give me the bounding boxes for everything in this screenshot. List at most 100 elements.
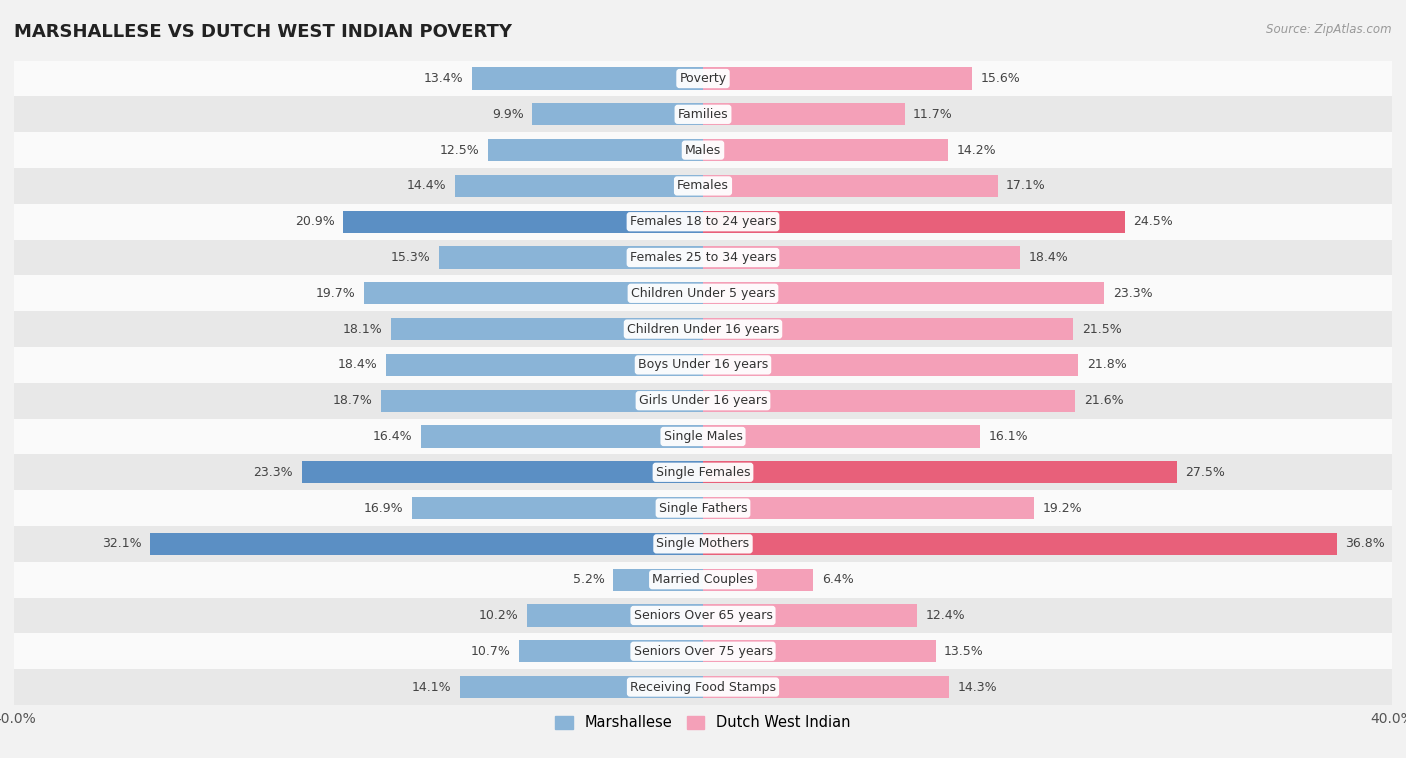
Bar [703, 533, 1337, 555]
Bar [14, 490, 1392, 526]
Text: 14.2%: 14.2% [956, 143, 995, 157]
Bar [440, 246, 703, 268]
Bar [14, 418, 1392, 454]
Bar [14, 168, 1392, 204]
Bar [533, 103, 703, 125]
Text: Females: Females [678, 180, 728, 193]
Bar [14, 669, 1392, 705]
Bar [14, 61, 1392, 96]
Text: 13.5%: 13.5% [945, 645, 984, 658]
Bar [391, 318, 703, 340]
Bar [703, 604, 917, 627]
Text: Seniors Over 65 years: Seniors Over 65 years [634, 609, 772, 622]
Text: Married Couples: Married Couples [652, 573, 754, 586]
Text: Children Under 5 years: Children Under 5 years [631, 287, 775, 300]
Text: Seniors Over 75 years: Seniors Over 75 years [634, 645, 772, 658]
Bar [14, 347, 1392, 383]
Bar [703, 390, 1076, 412]
Bar [703, 497, 1033, 519]
Text: 18.4%: 18.4% [1029, 251, 1069, 264]
Text: Single Females: Single Females [655, 465, 751, 479]
Text: 20.9%: 20.9% [295, 215, 335, 228]
Text: 23.3%: 23.3% [253, 465, 292, 479]
Bar [456, 175, 703, 197]
Text: 6.4%: 6.4% [823, 573, 853, 586]
Bar [703, 568, 813, 590]
Bar [703, 318, 1073, 340]
Text: Girls Under 16 years: Girls Under 16 years [638, 394, 768, 407]
Text: Poverty: Poverty [679, 72, 727, 85]
Text: 14.4%: 14.4% [406, 180, 446, 193]
Bar [14, 132, 1392, 168]
Bar [14, 383, 1392, 418]
Text: 21.5%: 21.5% [1083, 323, 1122, 336]
Text: 17.1%: 17.1% [1007, 180, 1046, 193]
Text: 18.1%: 18.1% [343, 323, 382, 336]
Text: 12.5%: 12.5% [439, 143, 479, 157]
Text: Single Fathers: Single Fathers [659, 502, 747, 515]
Text: 16.4%: 16.4% [373, 430, 412, 443]
Text: 16.1%: 16.1% [988, 430, 1029, 443]
Text: 18.7%: 18.7% [332, 394, 373, 407]
Bar [14, 526, 1392, 562]
Bar [519, 641, 703, 662]
Bar [14, 454, 1392, 490]
Text: 21.6%: 21.6% [1084, 394, 1123, 407]
Bar [703, 246, 1019, 268]
Text: 15.3%: 15.3% [391, 251, 430, 264]
Bar [703, 676, 949, 698]
Bar [613, 568, 703, 590]
Bar [387, 354, 703, 376]
Bar [14, 96, 1392, 132]
Bar [703, 354, 1078, 376]
Text: 19.2%: 19.2% [1042, 502, 1083, 515]
Text: Boys Under 16 years: Boys Under 16 years [638, 359, 768, 371]
Bar [703, 175, 997, 197]
Text: Females 18 to 24 years: Females 18 to 24 years [630, 215, 776, 228]
Bar [472, 67, 703, 89]
Bar [14, 275, 1392, 312]
Text: Families: Families [678, 108, 728, 121]
Text: Single Mothers: Single Mothers [657, 537, 749, 550]
Text: 10.2%: 10.2% [479, 609, 519, 622]
Text: 15.6%: 15.6% [980, 72, 1019, 85]
Bar [460, 676, 703, 698]
Bar [527, 604, 703, 627]
Bar [703, 461, 1177, 484]
Bar [14, 312, 1392, 347]
Text: 13.4%: 13.4% [425, 72, 464, 85]
Text: 21.8%: 21.8% [1087, 359, 1126, 371]
Bar [703, 425, 980, 447]
Text: 32.1%: 32.1% [101, 537, 142, 550]
Bar [420, 425, 703, 447]
Bar [703, 282, 1104, 305]
Text: 19.7%: 19.7% [315, 287, 356, 300]
Bar [412, 497, 703, 519]
Bar [488, 139, 703, 161]
Bar [703, 67, 972, 89]
Bar [14, 634, 1392, 669]
Text: 24.5%: 24.5% [1133, 215, 1174, 228]
Legend: Marshallese, Dutch West Indian: Marshallese, Dutch West Indian [550, 709, 856, 736]
Bar [14, 204, 1392, 240]
Text: 14.1%: 14.1% [412, 681, 451, 694]
Text: Children Under 16 years: Children Under 16 years [627, 323, 779, 336]
Bar [14, 562, 1392, 597]
Text: Single Males: Single Males [664, 430, 742, 443]
Text: 16.9%: 16.9% [364, 502, 404, 515]
Bar [150, 533, 703, 555]
Bar [14, 597, 1392, 634]
Bar [381, 390, 703, 412]
Text: 9.9%: 9.9% [492, 108, 524, 121]
Bar [343, 211, 703, 233]
Text: 27.5%: 27.5% [1185, 465, 1225, 479]
Text: Source: ZipAtlas.com: Source: ZipAtlas.com [1267, 23, 1392, 36]
Text: Males: Males [685, 143, 721, 157]
Text: 18.4%: 18.4% [337, 359, 377, 371]
Bar [14, 240, 1392, 275]
Text: 36.8%: 36.8% [1346, 537, 1385, 550]
Text: 10.7%: 10.7% [470, 645, 510, 658]
Bar [364, 282, 703, 305]
Bar [703, 641, 935, 662]
Text: 5.2%: 5.2% [574, 573, 605, 586]
